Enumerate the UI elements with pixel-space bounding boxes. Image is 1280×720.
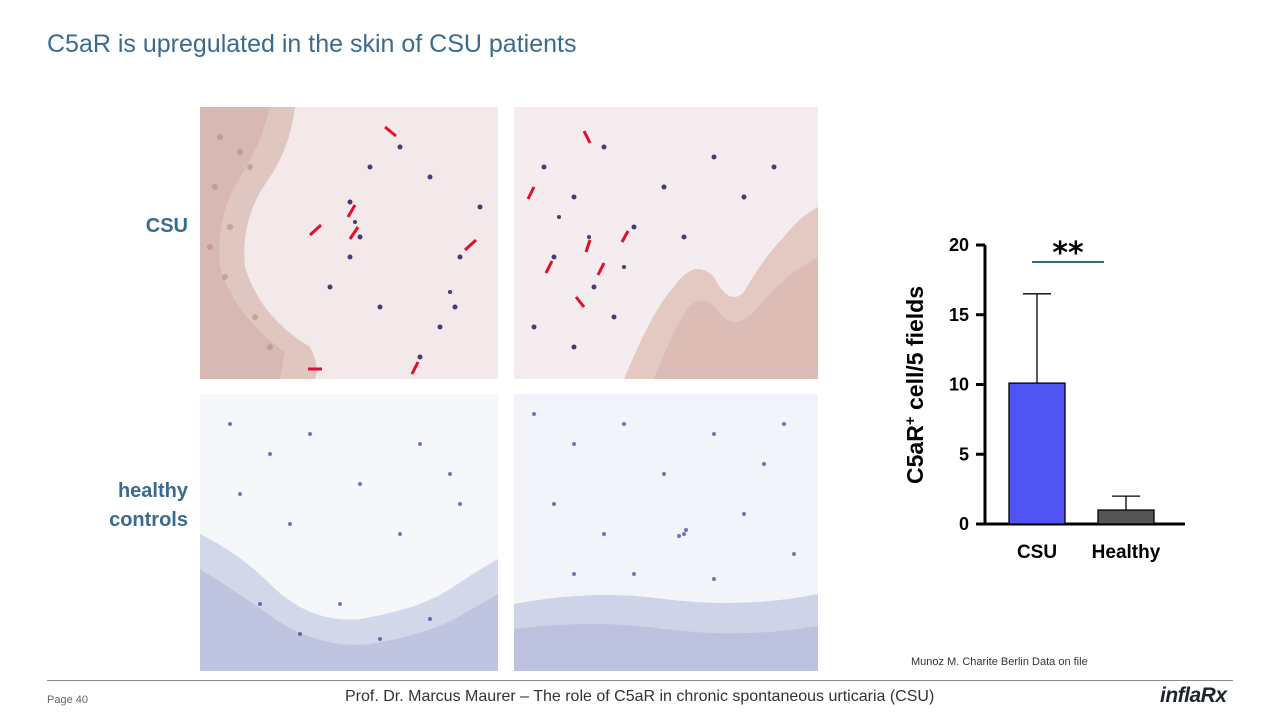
- logo-accent-text: Rx: [1200, 684, 1227, 707]
- y-tick-label: 0: [959, 514, 969, 534]
- inflarx-logo: inflaRx: [1160, 684, 1227, 708]
- row-label-healthy-controls: healthy controls: [60, 477, 188, 535]
- micrograph-healthy-2: [514, 394, 818, 671]
- row-label-csu: CSU: [145, 215, 188, 237]
- bar-chart: 0 5 10 15 20 C5aR+ cell/5 fields CSU Healthy **: [890, 225, 1210, 575]
- significance-marker: **: [1052, 236, 1084, 271]
- micrograph-healthy-1: [200, 394, 498, 671]
- y-tick-label: 15: [949, 305, 969, 325]
- y-tick-label: 5: [959, 444, 969, 464]
- x-tick-label: CSU: [1017, 542, 1057, 563]
- micrograph-csu-1: [200, 107, 498, 379]
- footer-title: Prof. Dr. Marcus Maurer – The role of C5…: [345, 688, 935, 705]
- citation: Munoz M. Charite Berlin Data on file: [911, 656, 1088, 668]
- row-label-healthy-line1: healthy: [117, 480, 188, 502]
- page-number: Page 40: [47, 694, 88, 706]
- bar-csu: [1008, 382, 1066, 525]
- bar-chart-svg: 0 5 10 15 20 C5aR+ cell/5 fields CSU Healthy **: [902, 235, 1185, 563]
- bar-healthy: [1097, 509, 1155, 525]
- row-label-healthy-line2: controls: [109, 509, 188, 531]
- y-tick-label: 10: [949, 375, 969, 395]
- y-tick-label: 20: [949, 235, 969, 255]
- logo-main-text: infla: [1160, 684, 1201, 707]
- micrograph-csu-2: [514, 107, 818, 379]
- y-axis-label: C5aR+ cell/5 fields: [902, 286, 929, 484]
- footer-divider: [47, 680, 1233, 681]
- slide-title: C5aR is upregulated in the skin of CSU p…: [47, 30, 577, 58]
- x-tick-label: Healthy: [1092, 542, 1161, 563]
